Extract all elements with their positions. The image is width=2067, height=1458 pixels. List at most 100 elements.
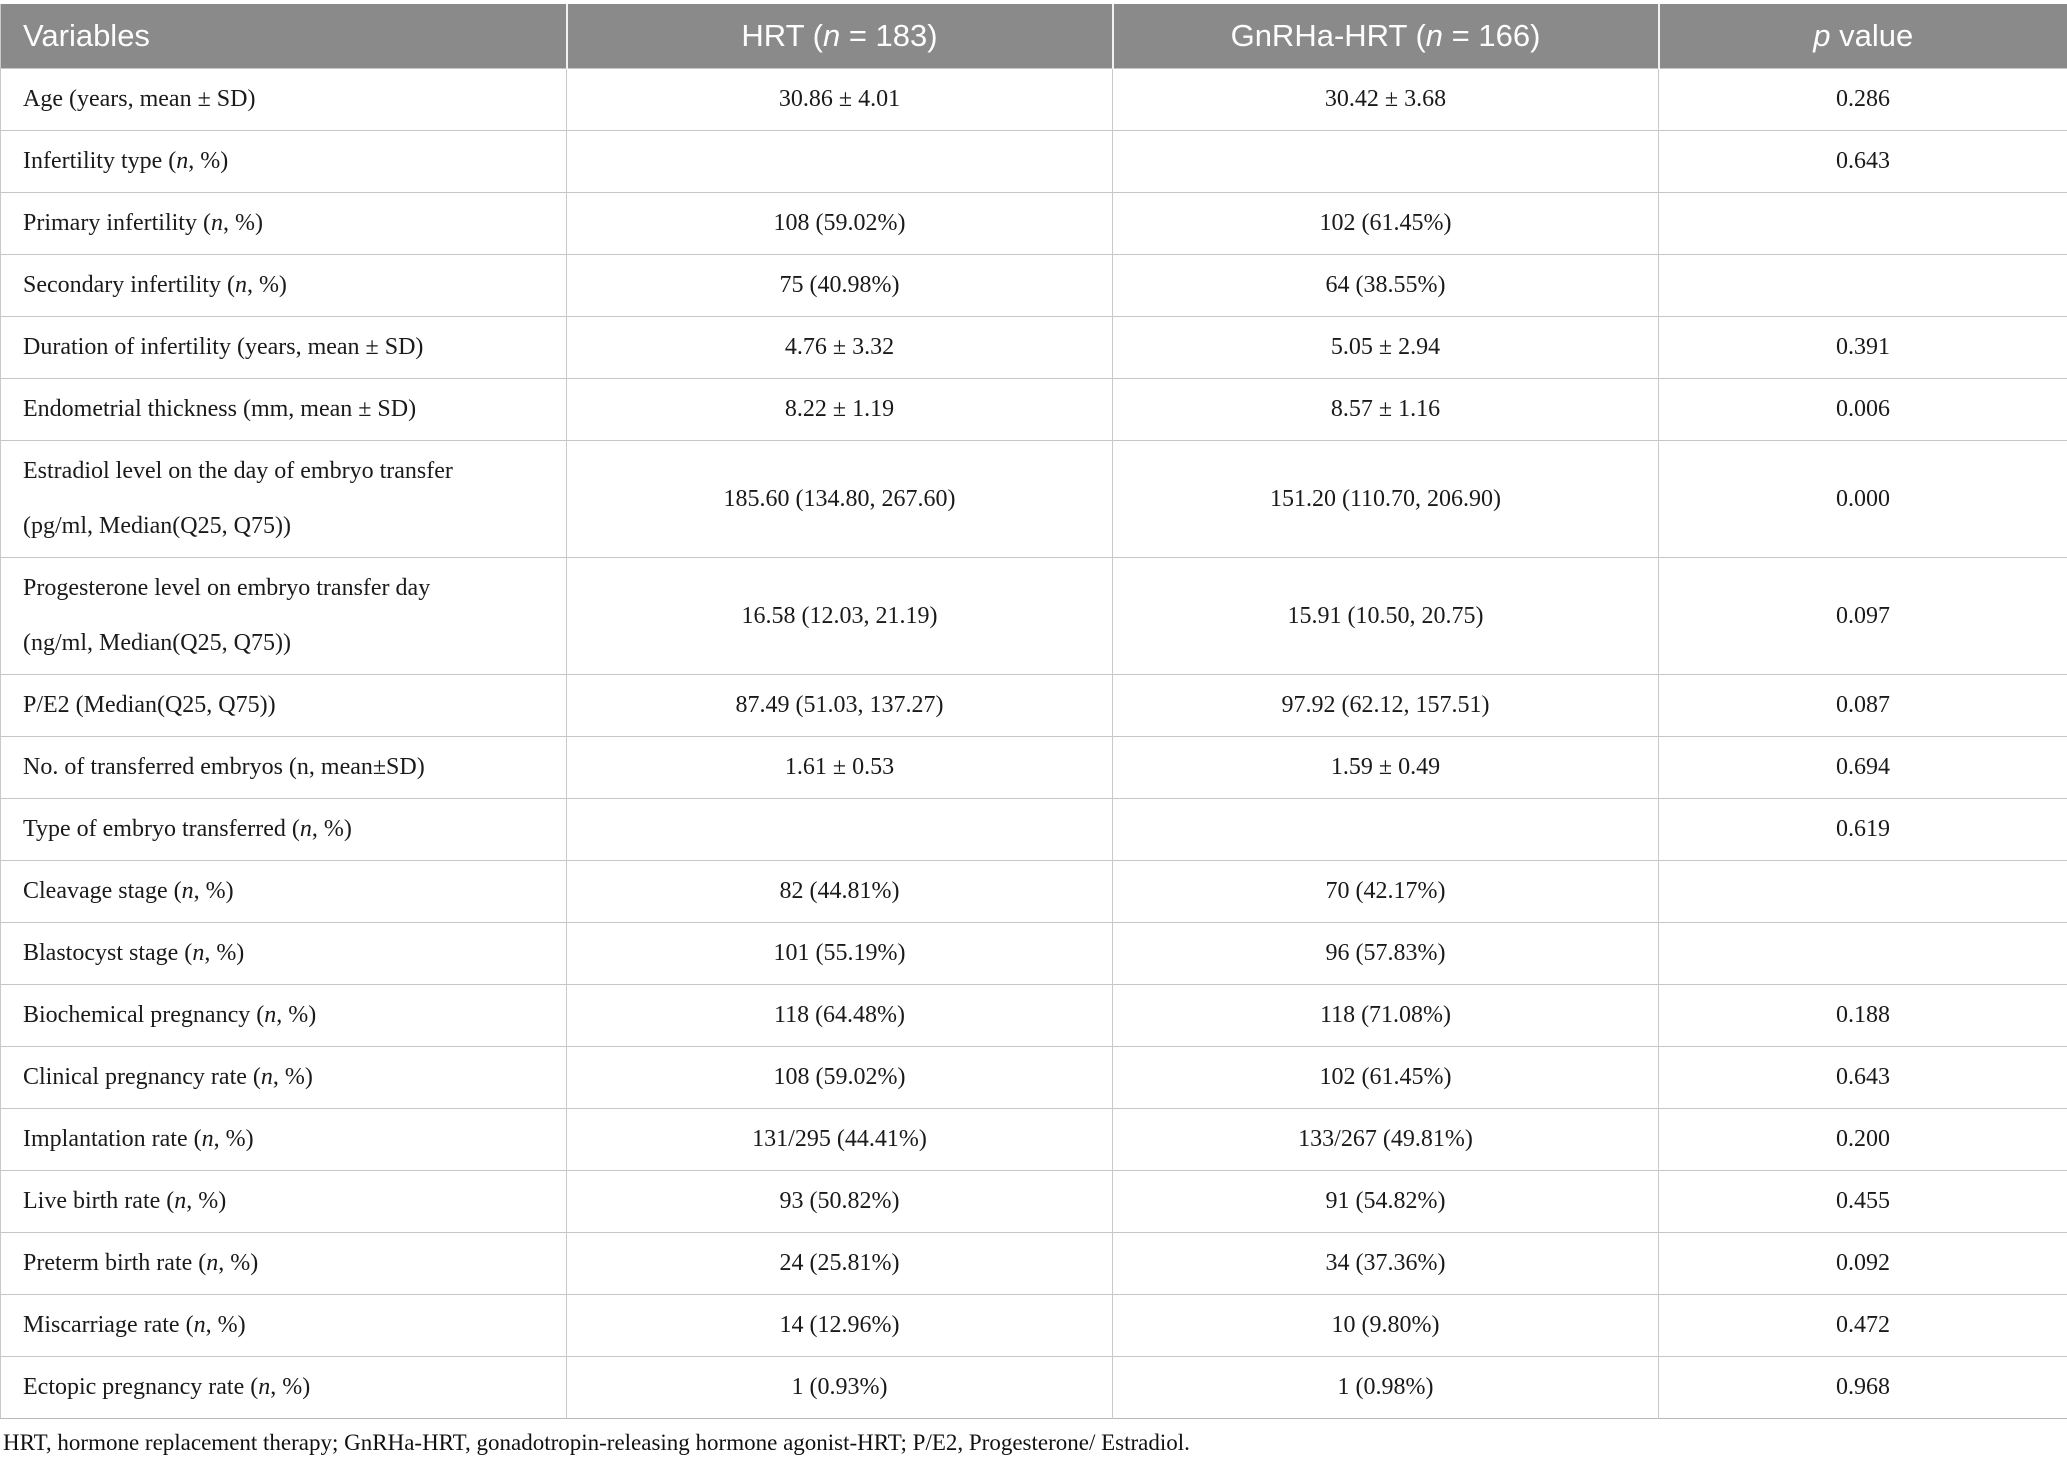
p-value: 0.455 — [1659, 1171, 2067, 1233]
hrt-value: 185.60 (134.80, 267.60) — [567, 441, 1113, 558]
row-label: Duration of infertility (years, mean ± S… — [1, 317, 567, 379]
row-label: Age (years, mean ± SD) — [1, 69, 567, 131]
gnrha-value: 96 (57.83%) — [1113, 923, 1659, 985]
table-row: Duration of infertility (years, mean ± S… — [1, 317, 2067, 379]
hrt-value: 14 (12.96%) — [567, 1295, 1113, 1357]
hrt-value: 82 (44.81%) — [567, 861, 1113, 923]
gnrha-value: 10 (9.80%) — [1113, 1295, 1659, 1357]
gnrha-value: 151.20 (110.70, 206.90) — [1113, 441, 1659, 558]
hrt-value: 1 (0.93%) — [567, 1357, 1113, 1419]
table-row: Preterm birth rate (n, %)24 (25.81%)34 (… — [1, 1233, 2067, 1295]
hrt-value: 93 (50.82%) — [567, 1171, 1113, 1233]
header-row: Variables HRT (n = 183) GnRHa-HRT (n = 1… — [1, 4, 2067, 69]
row-label: Clinical pregnancy rate (n, %) — [1, 1047, 567, 1109]
row-label: Biochemical pregnancy (n, %) — [1, 985, 567, 1047]
row-label: Primary infertility (n, %) — [1, 193, 567, 255]
hrt-value — [567, 799, 1113, 861]
hrt-value: 4.76 ± 3.32 — [567, 317, 1113, 379]
table-row: Endometrial thickness (mm, mean ± SD)8.2… — [1, 379, 2067, 441]
hrt-value: 101 (55.19%) — [567, 923, 1113, 985]
hrt-value: 24 (25.81%) — [567, 1233, 1113, 1295]
col-header-p-value: p value — [1659, 4, 2067, 69]
table-row: Live birth rate (n, %)93 (50.82%)91 (54.… — [1, 1171, 2067, 1233]
p-value: 0.087 — [1659, 675, 2067, 737]
gnrha-value: 8.57 ± 1.16 — [1113, 379, 1659, 441]
row-label: Estradiol level on the day of embryo tra… — [1, 441, 567, 558]
p-value: 0.200 — [1659, 1109, 2067, 1171]
gnrha-value — [1113, 799, 1659, 861]
p-value — [1659, 193, 2067, 255]
p-value: 0.092 — [1659, 1233, 2067, 1295]
row-label: Implantation rate (n, %) — [1, 1109, 567, 1171]
gnrha-value: 5.05 ± 2.94 — [1113, 317, 1659, 379]
p-value: 0.391 — [1659, 317, 2067, 379]
baseline-characteristics-table: Variables HRT (n = 183) GnRHa-HRT (n = 1… — [0, 4, 2067, 1419]
row-label: Preterm birth rate (n, %) — [1, 1233, 567, 1295]
hrt-value — [567, 131, 1113, 193]
p-value: 0.968 — [1659, 1357, 2067, 1419]
p-value: 0.097 — [1659, 558, 2067, 675]
p-value — [1659, 255, 2067, 317]
table-row: Miscarriage rate (n, %)14 (12.96%)10 (9.… — [1, 1295, 2067, 1357]
col-header-hrt: HRT (n = 183) — [567, 4, 1113, 69]
hrt-value: 1.61 ± 0.53 — [567, 737, 1113, 799]
gnrha-value: 1 (0.98%) — [1113, 1357, 1659, 1419]
row-label: P/E2 (Median(Q25, Q75)) — [1, 675, 567, 737]
row-label: Endometrial thickness (mm, mean ± SD) — [1, 379, 567, 441]
table-row: Blastocyst stage (n, %)101 (55.19%)96 (5… — [1, 923, 2067, 985]
p-value: 0.006 — [1659, 379, 2067, 441]
gnrha-value: 1.59 ± 0.49 — [1113, 737, 1659, 799]
hrt-value: 75 (40.98%) — [567, 255, 1113, 317]
table-row: No. of transferred embryos (n, mean±SD)1… — [1, 737, 2067, 799]
p-value — [1659, 861, 2067, 923]
gnrha-value — [1113, 131, 1659, 193]
hrt-value: 16.58 (12.03, 21.19) — [567, 558, 1113, 675]
table-row: Type of embryo transferred (n, %) 0.619 — [1, 799, 2067, 861]
p-value — [1659, 923, 2067, 985]
p-value: 0.000 — [1659, 441, 2067, 558]
gnrha-value: 30.42 ± 3.68 — [1113, 69, 1659, 131]
row-label: Cleavage stage (n, %) — [1, 861, 567, 923]
gnrha-value: 118 (71.08%) — [1113, 985, 1659, 1047]
table-row: P/E2 (Median(Q25, Q75))87.49 (51.03, 137… — [1, 675, 2067, 737]
gnrha-value: 102 (61.45%) — [1113, 193, 1659, 255]
p-value: 0.619 — [1659, 799, 2067, 861]
gnrha-value: 133/267 (49.81%) — [1113, 1109, 1659, 1171]
p-value: 0.286 — [1659, 69, 2067, 131]
table-row: Implantation rate (n, %)131/295 (44.41%)… — [1, 1109, 2067, 1171]
table-row: Estradiol level on the day of embryo tra… — [1, 441, 2067, 558]
col-header-variables: Variables — [1, 4, 567, 69]
row-label: Ectopic pregnancy rate (n, %) — [1, 1357, 567, 1419]
hrt-value: 87.49 (51.03, 137.27) — [567, 675, 1113, 737]
table-row: Ectopic pregnancy rate (n, %)1 (0.93%)1 … — [1, 1357, 2067, 1419]
row-label: No. of transferred embryos (n, mean±SD) — [1, 737, 567, 799]
table-row: Biochemical pregnancy (n, %)118 (64.48%)… — [1, 985, 2067, 1047]
hrt-value: 131/295 (44.41%) — [567, 1109, 1113, 1171]
row-label: Blastocyst stage (n, %) — [1, 923, 567, 985]
hrt-value: 108 (59.02%) — [567, 1047, 1113, 1109]
row-label: Infertility type (n, %) — [1, 131, 567, 193]
row-label: Miscarriage rate (n, %) — [1, 1295, 567, 1357]
header-text: Variables — [23, 18, 150, 53]
table-row: Progesterone level on embryo transfer da… — [1, 558, 2067, 675]
table-row: Clinical pregnancy rate (n, %)108 (59.02… — [1, 1047, 2067, 1109]
table-row: Cleavage stage (n, %)82 (44.81%)70 (42.1… — [1, 861, 2067, 923]
table-row: Primary infertility (n, %)108 (59.02%)10… — [1, 193, 2067, 255]
p-value: 0.472 — [1659, 1295, 2067, 1357]
table-row: Infertility type (n, %)0.643 — [1, 131, 2067, 193]
gnrha-value: 34 (37.36%) — [1113, 1233, 1659, 1295]
row-label: Progesterone level on embryo transfer da… — [1, 558, 567, 675]
row-label: Type of embryo transferred (n, %) — [1, 799, 567, 861]
table-row: Secondary infertility (n, %)75 (40.98%)6… — [1, 255, 2067, 317]
p-value: 0.643 — [1659, 1047, 2067, 1109]
gnrha-value: 70 (42.17%) — [1113, 861, 1659, 923]
row-label: Live birth rate (n, %) — [1, 1171, 567, 1233]
gnrha-value: 91 (54.82%) — [1113, 1171, 1659, 1233]
col-header-gnrha-hrt: GnRHa-HRT (n = 166) — [1113, 4, 1659, 69]
gnrha-value: 102 (61.45%) — [1113, 1047, 1659, 1109]
hrt-value: 108 (59.02%) — [567, 193, 1113, 255]
row-label: Secondary infertility (n, %) — [1, 255, 567, 317]
